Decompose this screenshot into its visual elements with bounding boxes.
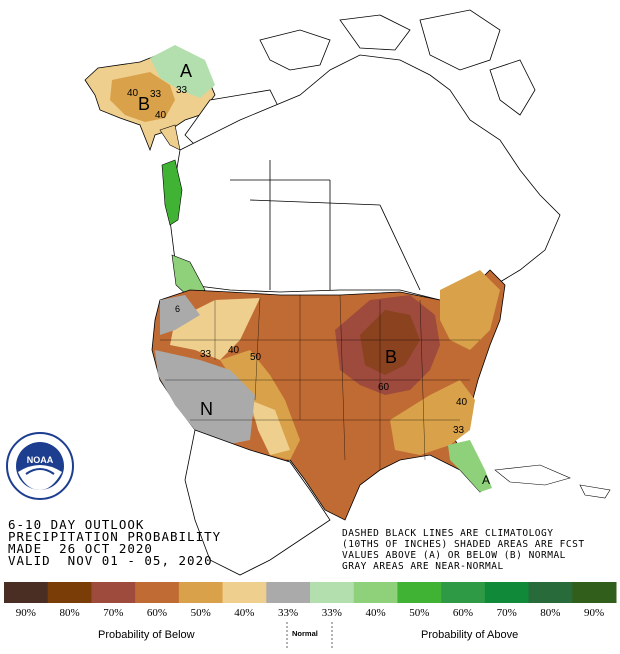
southwest-normal-label: N [200,399,213,419]
legend-swatch-3 [91,582,136,603]
legend-percent-12: 70% [496,607,517,619]
notes-line-2: (10THS OF INCHES) SHADED AREAS ARE FCST [342,539,585,550]
title-line-1: 6-10 DAY OUTLOOK [8,517,145,532]
conus-region [151,269,506,521]
pacific-northwest-above [161,159,183,226]
legend-percent-3: 70% [103,607,124,619]
west-contour-50: 50 [250,352,262,363]
legend-swatch-12 [484,582,530,603]
legend-swatch-9 [353,582,398,603]
title-line-2: PRECIPITATION PROBABILITY [8,529,222,544]
legend-swatch-11 [441,582,486,603]
title-line-4: VALID NOV 01 - 05, 2020 [8,553,213,568]
alaska-contour-33b: 33 [176,85,188,96]
west-contour-6: 6 [175,304,180,314]
southeast-contour-40: 40 [456,397,468,408]
notes-line-1: DASHED BLACK LINES ARE CLIMATOLOGY [342,528,554,539]
west-contour-40: 40 [228,345,240,356]
midwest-below-label: B [385,347,397,367]
legend-percent-4: 60% [146,607,168,619]
legend-swatch-4 [135,582,180,603]
alaska-region [84,45,281,152]
alaska-below-label: B [138,94,150,114]
legend-percent-13: 80% [540,607,561,619]
caribbean-islands [494,464,611,499]
legend-swatch-5 [178,582,224,603]
legend-percent-10: 50% [409,607,430,619]
notes-line-3: VALUES ABOVE (A) OR BELOW (B) NORMAL [342,550,566,561]
above-label: Probability of Above [421,629,519,641]
noaa-logo: NOAA [6,432,74,500]
title-line-3: MADE 26 OCT 2020 [8,541,153,556]
legend-percent-2: 80% [59,607,80,619]
west-contour-33: 33 [200,349,212,360]
legend-swatch-1 [4,582,49,603]
legend-percent-8: 33% [321,607,342,619]
normal-label: Normal [292,629,318,638]
canada-region [169,9,561,301]
legend-percent-6: 40% [234,607,255,619]
notes-line-4: GRAY AREAS ARE NEAR-NORMAL [342,561,504,572]
florida-above-label: A [482,473,490,487]
notes-box [338,524,620,574]
midwest-contour-60: 60 [378,382,390,393]
legend-percent-11: 60% [452,607,474,619]
mexico-region [184,429,331,576]
below-label: Probability of Below [98,629,195,641]
southeast-contour-33: 33 [453,425,465,436]
legend-swatch-2 [47,582,92,603]
probability-legend [4,582,617,650]
alaska-above-label: A [180,61,192,81]
legend-swatch-13 [528,582,573,603]
legend-swatch-10 [397,582,442,603]
legend-percent-5: 50% [190,607,211,619]
legend-percent-1: 90% [15,607,36,619]
legend-swatch-6 [222,582,267,603]
noaa-logo-text: NOAA [27,455,54,465]
legend-percent-7: 33% [278,607,299,619]
legend-swatch-7 [266,582,311,603]
legend-swatch-14 [572,582,617,603]
alaska-contour-33a: 33 [150,89,162,100]
alaska-contour-40: 40 [127,88,139,99]
legend-swatch-8 [310,582,355,603]
legend-percent-9: 40% [365,607,386,619]
alaska-contour-40b: 40 [155,110,167,121]
outlook-map: A B 40 33 33 40 33 40 50 6 B 60 N 40 33 … [6,9,611,576]
legend-percent-14: 90% [584,607,605,619]
